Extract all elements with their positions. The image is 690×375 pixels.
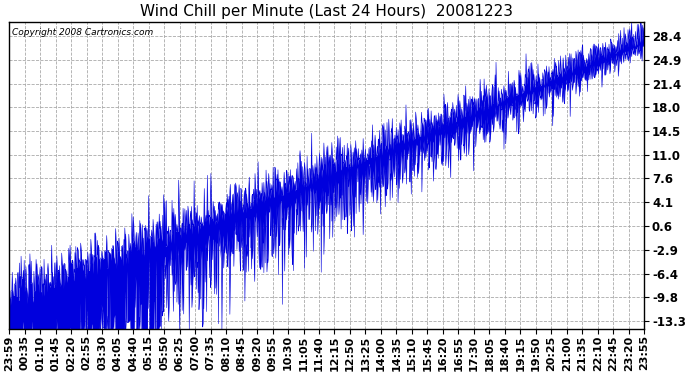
- Title: Wind Chill per Minute (Last 24 Hours)  20081223: Wind Chill per Minute (Last 24 Hours) 20…: [140, 4, 513, 19]
- Text: Copyright 2008 Cartronics.com: Copyright 2008 Cartronics.com: [12, 28, 154, 37]
